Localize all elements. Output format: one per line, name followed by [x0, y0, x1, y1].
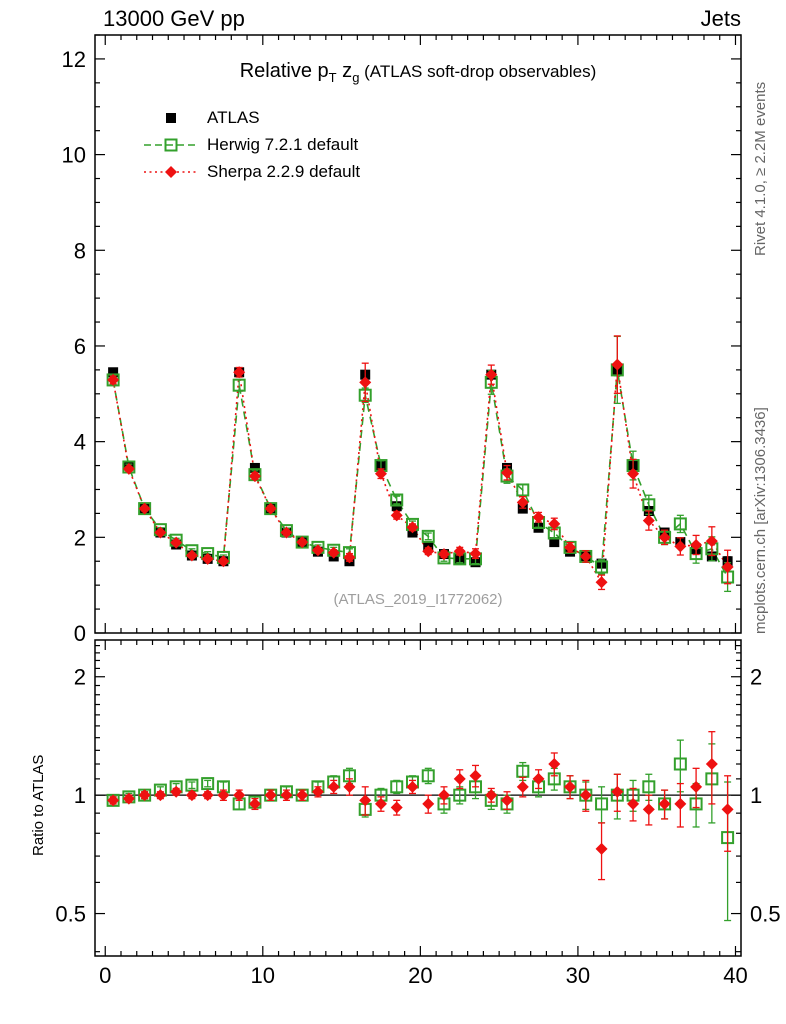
- title-sub-t: T: [328, 70, 337, 85]
- svg-text:20: 20: [408, 963, 432, 988]
- svg-text:4: 4: [74, 430, 86, 455]
- title-observable-note: (ATLAS soft-drop observables): [359, 62, 597, 81]
- process-label: Jets: [700, 6, 741, 31]
- axes: [95, 34, 741, 956]
- legend-item-herwig: Herwig 7.2.1 default: [142, 131, 360, 158]
- line-herwig: [112, 369, 729, 578]
- ratio-points-sherpa: [107, 731, 734, 881]
- svg-text:1: 1: [750, 783, 762, 808]
- svg-text:1: 1: [74, 783, 86, 808]
- herwig-marker-icon: [144, 138, 198, 151]
- analysis-id-watermark: (ATLAS_2019_I1772062): [333, 591, 503, 608]
- svg-text:0: 0: [74, 621, 86, 646]
- legend: ATLAS Herwig 7.2.1 default Sherpa 2.2.9 …: [142, 104, 360, 185]
- rivet-version-label: Rivet 4.1.0, ≥ 2.2M events: [752, 81, 769, 256]
- main-panel-series: [106, 335, 735, 593]
- mcplots-reference-label: mcplots.cern.ch [arXiv:1306.3436]: [752, 407, 769, 634]
- line-sherpa: [112, 364, 729, 585]
- atlas-marker-icon: [166, 112, 176, 123]
- svg-text:10: 10: [251, 963, 275, 988]
- svg-text:12: 12: [62, 47, 86, 72]
- svg-text:0.5: 0.5: [55, 902, 86, 927]
- svg-text:2: 2: [750, 665, 762, 690]
- ratio-panel-series: [95, 731, 741, 922]
- svg-text:30: 30: [566, 963, 590, 988]
- svg-text:2: 2: [74, 525, 86, 550]
- svg-text:8: 8: [74, 238, 86, 263]
- ratio-axis-label: Ratio to ATLAS: [30, 754, 47, 856]
- legend-item-sherpa: Sherpa 2.2.9 default: [142, 158, 360, 185]
- points-sherpa: [107, 335, 734, 591]
- legend-item-atlas: ATLAS: [142, 104, 360, 131]
- ratio-points-herwig: [106, 739, 735, 922]
- ratio-panel-frame: [94, 639, 742, 957]
- title-mid: z: [336, 60, 353, 82]
- svg-text:10: 10: [62, 143, 86, 168]
- main-panel-frame: [94, 34, 742, 634]
- title-sub-g: g: [352, 70, 360, 85]
- points-herwig: [106, 335, 735, 593]
- svg-text:6: 6: [74, 334, 86, 359]
- title-text: Relative p: [239, 60, 329, 82]
- legend-label-sherpa: Sherpa 2.2.9 default: [207, 161, 361, 181]
- svg-text:0.5: 0.5: [750, 902, 781, 927]
- plot-title: Relative pT zg (ATLAS soft-drop observab…: [95, 60, 741, 85]
- legend-label-herwig: Herwig 7.2.1 default: [207, 134, 359, 154]
- svg-text:2: 2: [74, 665, 86, 690]
- legend-label-atlas: ATLAS: [207, 107, 260, 127]
- beam-energy-label: 13000 GeV pp: [103, 6, 245, 31]
- svg-text:40: 40: [723, 963, 747, 988]
- sherpa-marker-icon: [144, 165, 198, 178]
- svg-text:0: 0: [99, 963, 111, 988]
